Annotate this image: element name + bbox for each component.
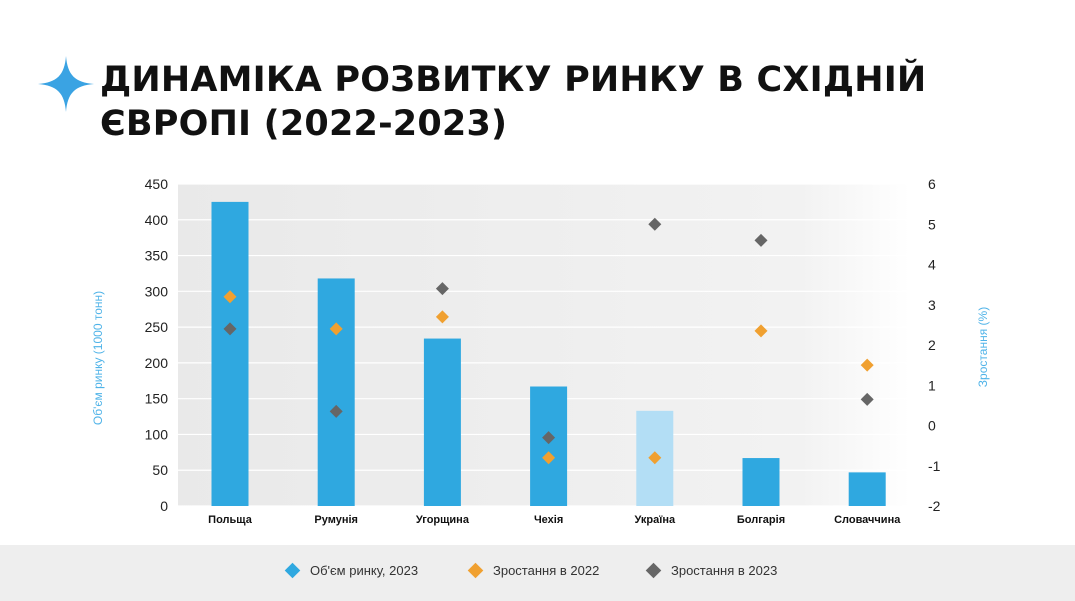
marker-growth-2022 — [754, 324, 768, 338]
bar-2 — [317, 278, 355, 506]
left-tick-label: 50 — [152, 462, 168, 478]
bar-3 — [423, 338, 461, 506]
legend-item-growth-2023: Зростання в 2023 — [645, 562, 778, 579]
left-tick-label: 400 — [145, 212, 169, 228]
legend-diamond-icon — [645, 562, 662, 579]
category-label: Україна — [634, 514, 676, 526]
bar-6 — [742, 458, 780, 506]
category-label: Польща — [208, 514, 253, 526]
bars — [211, 201, 886, 506]
legend-label: Зростання в 2022 — [493, 563, 600, 578]
legend-label: Об'єм ринку, 2023 — [310, 563, 419, 578]
bar-7 — [848, 472, 886, 506]
marker-growth-2023 — [648, 217, 662, 231]
marker-growth-2023 — [329, 404, 343, 418]
left-tick-label: 450 — [145, 176, 169, 192]
marker-growth-2023 — [223, 322, 237, 336]
left-tick-label: 350 — [145, 248, 169, 264]
left-tick-label: 300 — [145, 283, 169, 299]
markers — [223, 217, 874, 465]
legend-item-growth-2022: Зростання в 2022 — [467, 562, 600, 579]
marker-growth-2022 — [223, 290, 237, 304]
left-tick-label: 0 — [160, 498, 168, 514]
category-label: Болгарія — [737, 514, 785, 526]
marker-growth-2023 — [542, 431, 556, 445]
marker-growth-2022 — [648, 451, 662, 465]
right-tick-label: 4 — [928, 257, 936, 273]
legend: Об'єм ринку, 2023 Зростання в 2022 Зрост… — [0, 545, 1075, 601]
marker-growth-2022 — [542, 451, 556, 465]
right-axis-label: Зростання (%) — [976, 307, 990, 387]
right-tick-label: -1 — [928, 458, 941, 474]
right-axis-ticks: -2 -1 0 1 2 3 4 5 6 — [928, 176, 941, 514]
sparkle-star-icon — [38, 56, 94, 112]
right-tick-label: 2 — [928, 337, 936, 353]
left-axis-label: Об'єм ринку (1000 тонн) — [91, 291, 105, 425]
bar-1 — [211, 201, 249, 506]
marker-growth-2022 — [329, 322, 343, 336]
category-label: Румунія — [314, 514, 358, 526]
category-label: Угорщина — [416, 514, 470, 526]
legend-label: Зростання в 2023 — [671, 563, 778, 578]
right-tick-label: 3 — [928, 297, 936, 313]
page-title: ДИНАМІКА РОЗВИТКУ РИНКУ В СХІДНІЙ ЄВРОПІ… — [100, 60, 927, 144]
category-label: Словаччина — [834, 514, 901, 526]
category-labels: Польща Румунія Угорщина Чехія Україна Болгарі… — [208, 514, 901, 526]
marker-growth-2023 — [860, 392, 874, 406]
marker-growth-2022 — [860, 358, 874, 372]
right-tick-label: 6 — [928, 176, 936, 192]
bar-4 — [530, 386, 568, 506]
marker-growth-2023 — [435, 282, 449, 296]
legend-item-market-volume: Об'єм ринку, 2023 — [284, 562, 419, 579]
left-axis-ticks: 0 50 100 150 200 250 300 350 400 450 — [145, 176, 169, 514]
left-tick-label: 250 — [145, 319, 169, 335]
left-tick-label: 200 — [145, 355, 169, 371]
legend-diamond-icon — [467, 562, 484, 579]
left-tick-label: 150 — [145, 391, 169, 407]
category-label: Чехія — [534, 514, 563, 526]
right-tick-label: 5 — [928, 216, 936, 232]
left-tick-label: 100 — [145, 426, 169, 442]
marker-growth-2022 — [435, 310, 449, 324]
right-tick-label: 0 — [928, 418, 936, 434]
legend-diamond-icon — [284, 562, 301, 579]
right-tick-label: -2 — [928, 498, 941, 514]
marker-growth-2023 — [754, 233, 768, 247]
right-tick-label: 1 — [928, 377, 936, 393]
